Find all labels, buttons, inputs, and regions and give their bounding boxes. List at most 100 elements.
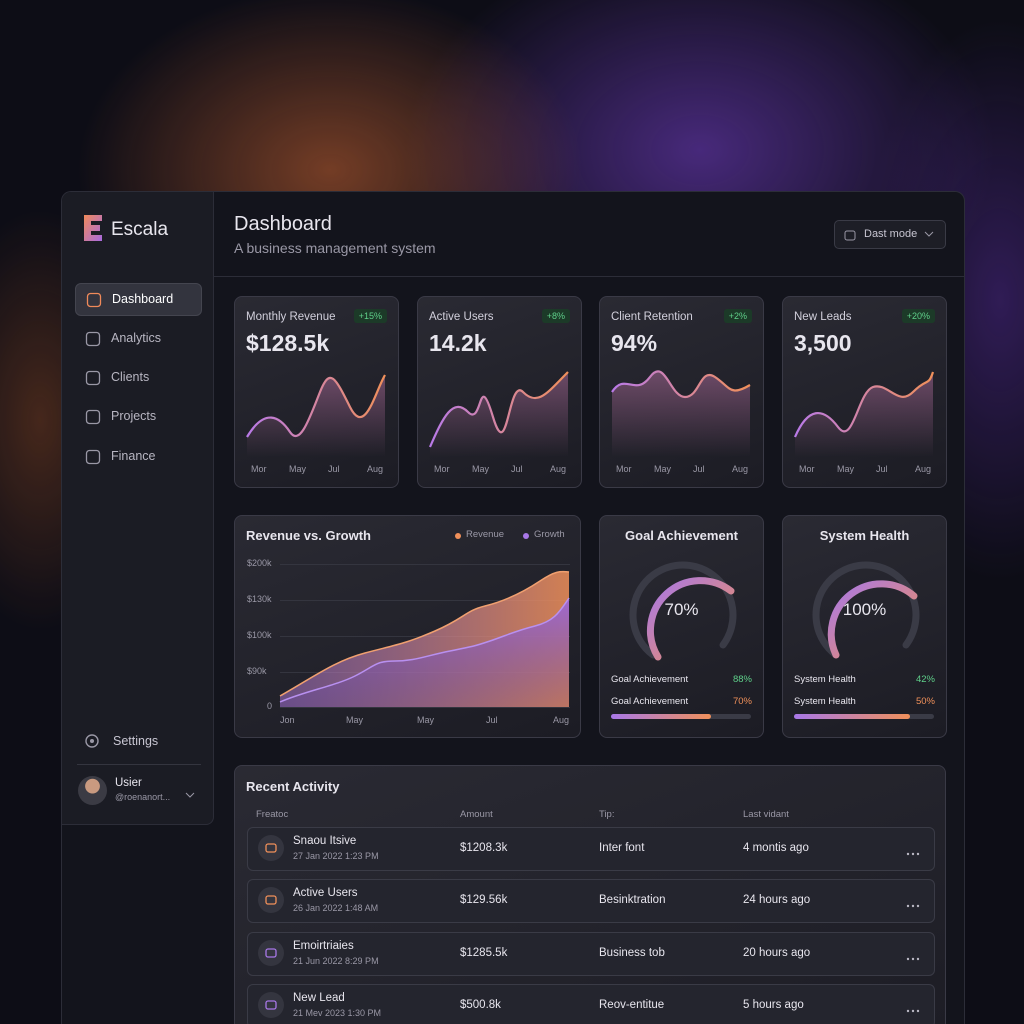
row-amount: $1208.3k bbox=[460, 842, 508, 854]
legend-dot bbox=[523, 533, 529, 539]
nav-label: Projects bbox=[111, 409, 157, 423]
kpi-month: May bbox=[472, 464, 490, 474]
row-last: 5 hours ago bbox=[743, 999, 804, 1011]
more-dots[interactable] bbox=[906, 903, 920, 909]
user-handle: @roenanort... bbox=[115, 792, 171, 802]
mode-icon bbox=[844, 228, 934, 246]
more-dots[interactable] bbox=[906, 1008, 920, 1014]
row-last: 24 hours ago bbox=[743, 894, 811, 906]
kpi-value: 14.2k bbox=[429, 330, 487, 356]
gauge-ring bbox=[783, 516, 946, 742]
legend-dot bbox=[455, 533, 461, 539]
brand-name: Escala bbox=[111, 219, 169, 240]
more-dots[interactable] bbox=[906, 851, 920, 857]
user-name: Usier bbox=[115, 777, 142, 789]
gauge-center: 100% bbox=[842, 600, 887, 619]
user-avatar bbox=[78, 776, 107, 805]
row-amount: $1285.5k bbox=[460, 947, 508, 959]
x-axis-label: Jul bbox=[486, 715, 498, 725]
gauge-title: Goal Achievement bbox=[625, 528, 738, 543]
more-dots[interactable] bbox=[906, 956, 920, 962]
kpi-month: Mor bbox=[799, 464, 815, 474]
activity-title: Recent Activity bbox=[246, 779, 340, 794]
nav-label: Dashboard bbox=[112, 292, 174, 306]
nav-item[interactable]: Clients bbox=[75, 362, 200, 393]
activity-row[interactable]: Snaou Itsive 27 Jan 2022 1:23 PM $1208.3k I… bbox=[247, 827, 935, 871]
grid-line bbox=[280, 600, 570, 601]
kpi-value: 94% bbox=[611, 330, 658, 356]
kpi-card: Client Retention +2% 94% Mor May Jul Aug bbox=[599, 296, 764, 488]
page-subtitle: A business management system bbox=[234, 240, 436, 256]
x-axis-label: May bbox=[346, 715, 364, 725]
nav-item[interactable]: Finance bbox=[75, 441, 200, 472]
nav-icon bbox=[85, 331, 101, 352]
gauge-row-label: System Health bbox=[794, 696, 856, 707]
row-date: 27 Jan 2022 1:23 PM bbox=[293, 851, 379, 861]
row-last: 20 hours ago bbox=[743, 947, 811, 959]
y-axis-label: $90k bbox=[247, 666, 267, 676]
gauge-card: System Health 100% System Health 42% System … bbox=[782, 515, 947, 738]
nav-item[interactable]: Dashboard bbox=[75, 283, 202, 316]
nav-icon bbox=[85, 409, 101, 430]
kpi-month: May bbox=[837, 464, 855, 474]
row-amount: $129.56k bbox=[460, 894, 508, 906]
kpi-change: +2% bbox=[723, 309, 752, 323]
sparkline bbox=[235, 297, 398, 492]
header-divider bbox=[214, 276, 964, 277]
row-menu bbox=[906, 949, 920, 967]
gauge-center: 70% bbox=[664, 600, 699, 619]
settings-link[interactable]: Settings bbox=[113, 734, 159, 748]
row-name: Snaou Itsive bbox=[293, 835, 357, 847]
kpi-label: Monthly Revenue bbox=[246, 311, 336, 323]
row-name: New Lead bbox=[293, 992, 345, 1004]
chart-title: Revenue vs. Growth bbox=[246, 528, 371, 543]
kpi-change: +15% bbox=[353, 309, 387, 323]
row-icon bbox=[258, 835, 284, 861]
legend-label: Revenue bbox=[466, 529, 505, 540]
kpi-month: Mor bbox=[616, 464, 632, 474]
kpi-change: +8% bbox=[541, 309, 570, 323]
gauge-row-label: Goal Achievement bbox=[611, 696, 689, 707]
settings-icon bbox=[84, 733, 100, 754]
activity-row[interactable]: New Lead 21 Mev 2023 1:30 PM $500.8k Reov-e… bbox=[247, 984, 935, 1024]
kpi-month: Aug bbox=[732, 464, 749, 474]
gauge-row-label: Goal Achievement bbox=[611, 674, 689, 685]
row-date: 26 Jan 2022 1:48 AM bbox=[293, 903, 379, 913]
row-tip: Business tob bbox=[599, 947, 665, 959]
activity-row[interactable]: Active Users 26 Jan 2022 1:48 AM $129.56k B… bbox=[247, 879, 935, 923]
activity-card: Recent Activity Freatoc Amount Tip: Last vid… bbox=[234, 765, 946, 1024]
gauge-card: Goal Achievement 70% Goal Achievement 88% Go… bbox=[599, 515, 764, 738]
row-tip: Reov-entitue bbox=[599, 999, 665, 1011]
kpi-month: Jul bbox=[876, 464, 888, 474]
row-name: Emoirtriaies bbox=[293, 940, 354, 952]
nav-label: Finance bbox=[111, 449, 156, 463]
nav-item[interactable]: Projects bbox=[75, 401, 200, 432]
y-axis-label: $130k bbox=[247, 594, 272, 604]
kpi-month: Jul bbox=[328, 464, 340, 474]
activity-row[interactable]: Emoirtriaies 21 Jun 2022 8:29 PM $1285.5k B… bbox=[247, 932, 935, 976]
progress-fill bbox=[611, 714, 711, 719]
column-header: Amount bbox=[460, 809, 493, 820]
row-icon bbox=[258, 887, 284, 913]
row-tip: Inter font bbox=[599, 842, 645, 854]
sparkline bbox=[600, 297, 763, 492]
sparkline bbox=[783, 297, 946, 492]
kpi-month: Mor bbox=[434, 464, 450, 474]
grid-line bbox=[280, 564, 570, 565]
nav-icon bbox=[85, 370, 101, 391]
divider bbox=[77, 764, 201, 765]
column-header: Tip: bbox=[599, 809, 615, 820]
kpi-month: Jul bbox=[693, 464, 705, 474]
column-header: Last vidant bbox=[743, 809, 789, 820]
row-menu bbox=[906, 896, 920, 914]
row-icon bbox=[258, 992, 284, 1018]
y-axis-label: 0 bbox=[267, 701, 273, 711]
mode-button[interactable]: Dast mode bbox=[834, 220, 946, 249]
kpi-label: Active Users bbox=[429, 311, 494, 323]
nav-item[interactable]: Analytics bbox=[75, 323, 200, 354]
row-date: 21 Mev 2023 1:30 PM bbox=[293, 1008, 382, 1018]
sidebar: Escala Dashboard Analytics Clients Projects F… bbox=[62, 192, 214, 825]
brand-logo bbox=[82, 213, 106, 243]
kpi-month: Aug bbox=[550, 464, 567, 474]
